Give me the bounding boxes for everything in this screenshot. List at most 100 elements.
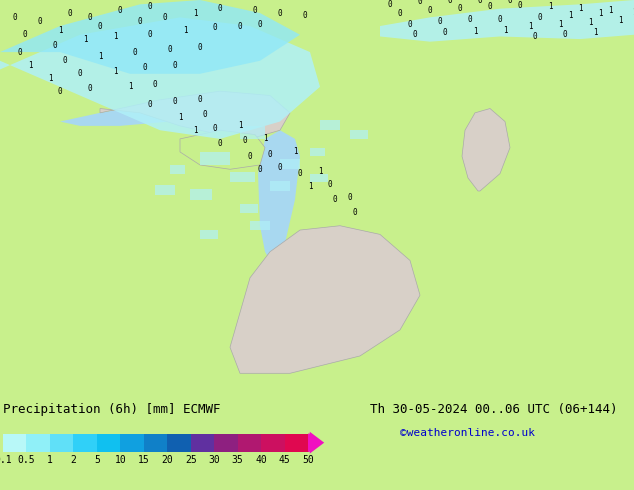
- Text: 0: 0: [58, 87, 62, 96]
- Text: 0: 0: [138, 17, 142, 26]
- Text: 0: 0: [347, 194, 353, 202]
- Bar: [120, 434, 145, 452]
- Bar: [50, 434, 74, 452]
- Text: 0: 0: [143, 63, 147, 72]
- Bar: [310, 147, 325, 156]
- Text: 0: 0: [398, 8, 403, 18]
- Text: 0: 0: [212, 24, 217, 32]
- Bar: [155, 185, 175, 196]
- Bar: [350, 130, 368, 139]
- Text: 0.5: 0.5: [18, 455, 36, 465]
- Bar: [320, 120, 340, 130]
- Text: 0: 0: [198, 96, 202, 104]
- Text: 0: 0: [148, 30, 152, 39]
- Text: 0: 0: [78, 69, 82, 78]
- Text: 15: 15: [138, 455, 150, 465]
- Text: 1: 1: [178, 113, 183, 122]
- Text: 1: 1: [607, 6, 612, 15]
- Text: 1: 1: [578, 4, 582, 13]
- Text: 0: 0: [118, 6, 122, 15]
- Text: 30: 30: [209, 455, 220, 465]
- Text: 1: 1: [598, 9, 602, 19]
- Text: 1: 1: [318, 168, 322, 176]
- Bar: [191, 434, 215, 452]
- Text: 45: 45: [279, 455, 290, 465]
- Text: 0: 0: [172, 97, 178, 106]
- Text: 0: 0: [533, 32, 537, 41]
- Text: 20: 20: [162, 455, 173, 465]
- Text: 1: 1: [193, 126, 197, 135]
- Bar: [214, 434, 238, 452]
- Text: ©weatheronline.co.uk: ©weatheronline.co.uk: [400, 428, 535, 438]
- Text: 0: 0: [477, 0, 482, 4]
- Text: 1: 1: [293, 147, 297, 156]
- Polygon shape: [60, 100, 200, 126]
- Text: 0: 0: [468, 16, 472, 24]
- Polygon shape: [180, 130, 265, 169]
- Text: 0: 0: [133, 48, 138, 56]
- Text: 1: 1: [193, 8, 197, 18]
- Text: 0: 0: [518, 0, 522, 10]
- Polygon shape: [230, 226, 420, 373]
- Bar: [144, 434, 168, 452]
- Polygon shape: [462, 108, 510, 191]
- Text: 40: 40: [256, 455, 267, 465]
- Text: 0: 0: [333, 195, 337, 204]
- Text: 35: 35: [232, 455, 243, 465]
- Text: 1: 1: [113, 32, 117, 41]
- Bar: [170, 165, 185, 173]
- Bar: [3, 434, 27, 452]
- Text: 0: 0: [212, 124, 217, 133]
- Text: 50: 50: [302, 455, 314, 465]
- Bar: [200, 152, 230, 165]
- Text: 0: 0: [98, 22, 102, 30]
- Text: 0: 0: [148, 2, 152, 11]
- Text: 0: 0: [353, 208, 358, 217]
- Text: 0: 0: [508, 0, 512, 4]
- Text: 0: 0: [563, 30, 567, 39]
- Bar: [238, 434, 262, 452]
- Text: 0: 0: [278, 8, 282, 18]
- Text: 0: 0: [217, 4, 223, 13]
- Text: 1: 1: [307, 182, 313, 191]
- Bar: [200, 230, 218, 239]
- Text: 1: 1: [503, 26, 507, 35]
- Text: 0: 0: [37, 17, 42, 26]
- Text: 0: 0: [488, 2, 493, 11]
- Text: 2: 2: [70, 455, 76, 465]
- Text: 0: 0: [148, 99, 152, 109]
- Text: 1: 1: [593, 28, 597, 38]
- Text: 0: 0: [68, 8, 72, 18]
- Text: 1: 1: [631, 8, 634, 17]
- Text: Th 30-05-2024 00..06 UTC (06+144): Th 30-05-2024 00..06 UTC (06+144): [370, 403, 618, 416]
- Text: 1: 1: [113, 67, 117, 75]
- Polygon shape: [380, 0, 634, 42]
- Text: 25: 25: [185, 455, 197, 465]
- Text: 1: 1: [567, 11, 573, 20]
- Bar: [310, 173, 328, 182]
- Bar: [230, 172, 255, 182]
- Text: 1: 1: [98, 52, 102, 61]
- Bar: [27, 434, 51, 452]
- Text: 1: 1: [47, 455, 53, 465]
- Text: 0: 0: [153, 80, 157, 89]
- Text: 0: 0: [257, 165, 262, 174]
- Text: 1: 1: [558, 20, 562, 29]
- Bar: [250, 221, 270, 230]
- Polygon shape: [0, 0, 300, 74]
- Text: 1: 1: [238, 122, 242, 130]
- Text: 0: 0: [538, 13, 542, 22]
- Text: 0: 0: [167, 45, 172, 54]
- Text: 0: 0: [87, 84, 93, 93]
- Text: 1: 1: [548, 2, 552, 11]
- Bar: [240, 126, 265, 139]
- Text: 0: 0: [13, 13, 17, 22]
- Text: 1: 1: [262, 134, 268, 144]
- Text: 0: 0: [498, 15, 502, 24]
- Bar: [270, 181, 290, 191]
- Text: 1: 1: [618, 16, 623, 25]
- Text: 1: 1: [127, 82, 133, 91]
- Text: 0: 0: [18, 48, 22, 56]
- Bar: [285, 434, 309, 452]
- Text: 0: 0: [443, 28, 448, 38]
